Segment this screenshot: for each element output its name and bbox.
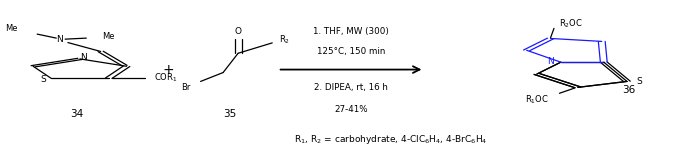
Text: O: O — [235, 27, 242, 35]
Text: N: N — [80, 53, 86, 62]
Text: S: S — [636, 77, 642, 86]
Text: COR$_1$: COR$_1$ — [153, 71, 177, 84]
Text: +: + — [163, 63, 175, 77]
Text: R$_2$: R$_2$ — [279, 34, 290, 47]
Text: R$_2$OC: R$_2$OC — [559, 17, 583, 30]
Text: 34: 34 — [70, 109, 83, 119]
Text: N: N — [56, 35, 63, 44]
Text: R$_1$, R$_2$ = carbohydrate, 4-ClC$_6$H$_4$, 4-BrC$_6$H$_4$: R$_1$, R$_2$ = carbohydrate, 4-ClC$_6$H$… — [293, 133, 487, 146]
Text: 36: 36 — [623, 85, 636, 95]
Text: 125°C, 150 min: 125°C, 150 min — [317, 47, 385, 56]
Text: 2. DIPEA, rt, 16 h: 2. DIPEA, rt, 16 h — [314, 83, 388, 92]
Text: 27-41%: 27-41% — [334, 105, 368, 114]
Text: 1. THF, MW (300): 1. THF, MW (300) — [313, 27, 389, 35]
Text: Me: Me — [5, 24, 18, 33]
Text: Br: Br — [181, 83, 190, 92]
Text: R$_1$OC: R$_1$OC — [525, 94, 549, 106]
Text: Me: Me — [102, 32, 114, 41]
Text: N: N — [547, 57, 554, 66]
Text: S: S — [40, 75, 46, 84]
Text: 35: 35 — [223, 109, 236, 119]
